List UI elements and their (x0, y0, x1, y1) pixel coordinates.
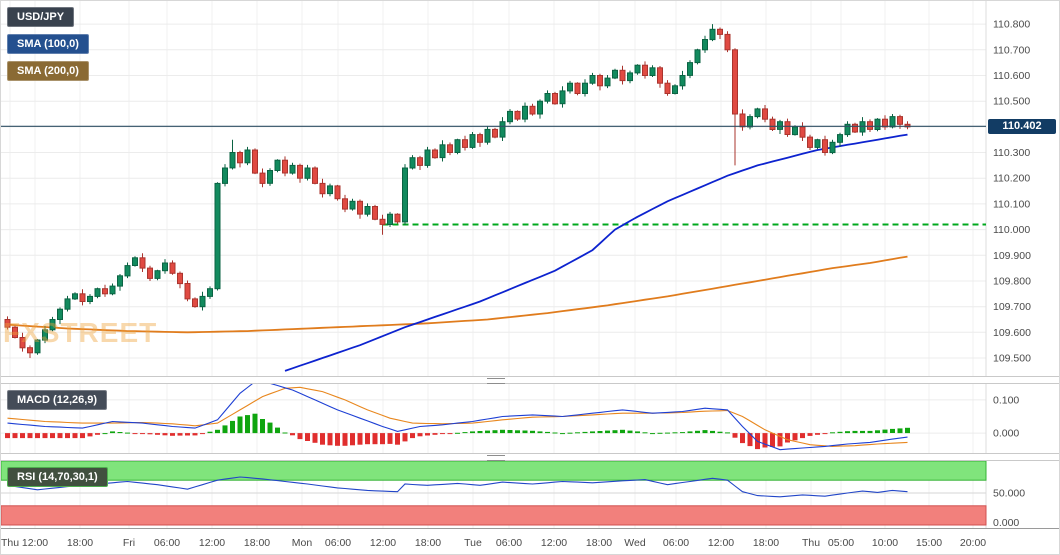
svg-text:109.800: 109.800 (993, 276, 1031, 288)
sma-100-line (284, 133, 908, 372)
svg-text:12:00: 12:00 (22, 537, 48, 549)
svg-text:Mon: Mon (292, 537, 313, 549)
resize-grip-icon (487, 378, 505, 384)
svg-text:06:00: 06:00 (154, 537, 180, 549)
svg-text:0.100: 0.100 (993, 394, 1019, 406)
svg-text:18:00: 18:00 (67, 537, 93, 549)
svg-text:Thu: Thu (1, 537, 19, 549)
macd-histogram (5, 413, 910, 450)
sma100-badge[interactable]: SMA (100,0) (7, 34, 89, 54)
svg-text:12:00: 12:00 (708, 537, 734, 549)
vertical-gridlines (9, 1, 974, 528)
svg-text:110.500: 110.500 (993, 96, 1030, 108)
svg-text:Thu: Thu (802, 537, 820, 549)
svg-text:12:00: 12:00 (370, 537, 396, 549)
resize-grip-icon (487, 455, 505, 461)
time-axis-labels: Thu 12:00 18:00 Fri 06:00 12:00 18:00 Mon 06:00 1… (1, 528, 1059, 549)
rsi-badge[interactable]: RSI (14,70,30,1) (7, 467, 108, 487)
svg-text:110.800: 110.800 (993, 19, 1030, 31)
svg-text:0.000: 0.000 (993, 517, 1019, 529)
rsi-bands (1, 460, 987, 526)
svg-text:110.200: 110.200 (993, 173, 1030, 185)
horizontal-gridlines (1, 1, 987, 528)
svg-text:Wed: Wed (624, 537, 646, 549)
svg-text:110.300: 110.300 (993, 147, 1030, 159)
svg-text:05:00: 05:00 (828, 537, 854, 549)
svg-text:110.700: 110.700 (993, 44, 1030, 56)
price-axis-labels: 110.800110.700110.600110.500110.400110.3… (993, 19, 1031, 529)
rsi-overbought-band (1, 460, 987, 481)
panel-splitter-rsi[interactable] (1, 453, 1059, 461)
svg-text:18:00: 18:00 (415, 537, 441, 549)
svg-text:12:00: 12:00 (199, 537, 225, 549)
svg-text:50.000: 50.000 (993, 488, 1025, 500)
current-price-badge: 110.402 (988, 119, 1056, 134)
svg-text:0.000: 0.000 (993, 428, 1019, 440)
sma-200-line (7, 255, 908, 334)
svg-text:109.500: 109.500 (993, 353, 1031, 365)
svg-text:18:00: 18:00 (753, 537, 779, 549)
svg-text:06:00: 06:00 (496, 537, 522, 549)
svg-text:109.700: 109.700 (993, 301, 1031, 313)
svg-text:12:00: 12:00 (541, 537, 567, 549)
svg-text:109.600: 109.600 (993, 327, 1031, 339)
svg-text:109.900: 109.900 (993, 250, 1031, 262)
macd-badge[interactable]: MACD (12,26,9) (7, 390, 108, 410)
sma200-badge[interactable]: SMA (200,0) (7, 61, 89, 81)
svg-text:20:00: 20:00 (960, 537, 986, 549)
svg-text:Tue: Tue (464, 537, 482, 549)
svg-text:Fri: Fri (123, 537, 135, 549)
rsi-oversold-band (1, 505, 987, 526)
svg-text:06:00: 06:00 (663, 537, 689, 549)
svg-text:15:00: 15:00 (916, 537, 942, 549)
svg-text:06:00: 06:00 (325, 537, 351, 549)
panel-splitter-macd[interactable] (1, 376, 1059, 384)
rsi-line (7, 476, 908, 498)
svg-text:110.000: 110.000 (993, 224, 1030, 236)
macd-line (7, 381, 908, 451)
svg-text:110.600: 110.600 (993, 70, 1030, 82)
svg-text:18:00: 18:00 (586, 537, 612, 549)
symbol-badge[interactable]: USD/JPY (7, 7, 75, 27)
candlestick-series (4, 24, 911, 358)
svg-text:10:00: 10:00 (872, 537, 898, 549)
svg-text:110.100: 110.100 (993, 198, 1030, 210)
svg-text:18:00: 18:00 (244, 537, 270, 549)
